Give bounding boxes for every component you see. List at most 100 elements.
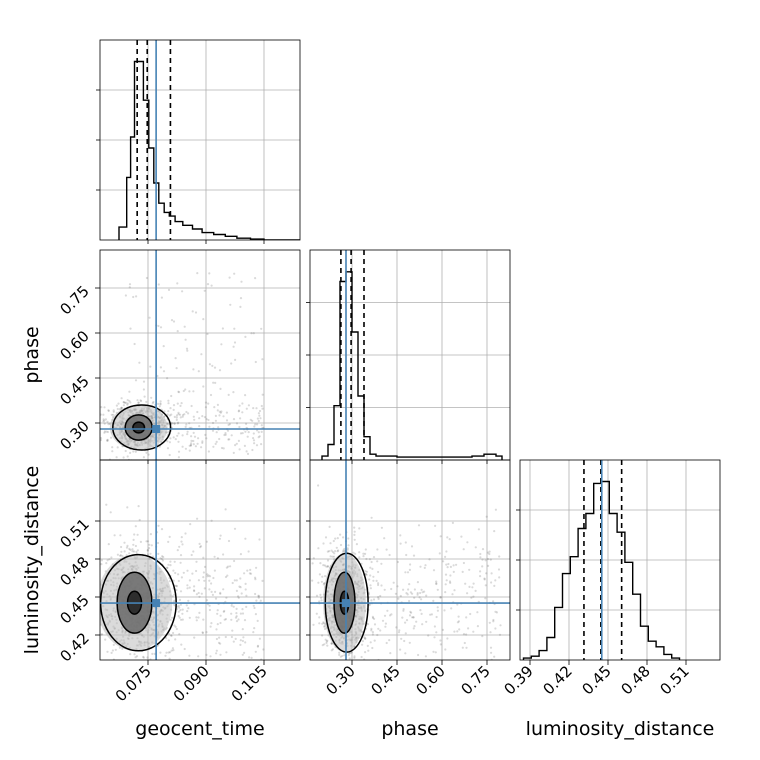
scatter-geocent-time-vs-luminosity-distance-point [179,609,182,612]
scatter-phase-vs-luminosity-distance-point [330,549,333,552]
scatter-geocent-time-vs-luminosity-distance-point [205,599,209,602]
scatter-geocent-time-vs-luminosity-distance-point [215,668,217,670]
scatter-phase-vs-luminosity-distance-point [342,549,345,552]
scatter-geocent-time-vs-phase-point [134,450,137,453]
scatter-phase-vs-luminosity-distance-point [365,557,368,561]
scatter-geocent-time-vs-luminosity-distance-point [174,638,177,641]
scatter-geocent-time-vs-luminosity-distance-point [96,573,98,575]
scatter-phase-vs-luminosity-distance-point [476,611,479,614]
scatter-phase-vs-luminosity-distance-point [408,583,411,586]
scatter-phase-vs-luminosity-distance-point [326,565,329,568]
scatter-phase-vs-luminosity-distance-point [371,631,374,634]
scatter-phase-vs-luminosity-distance-point [420,612,423,616]
scatter-geocent-time-vs-phase-point [204,401,208,404]
scatter-phase-vs-luminosity-distance-point [332,555,336,558]
scatter-geocent-time-vs-phase-point [214,419,217,422]
scatter-phase-vs-luminosity-distance-point [395,626,398,629]
scatter-geocent-time-vs-phase-point [230,434,233,437]
scatter-geocent-time-vs-phase-point [202,318,205,321]
scatter-geocent-time-vs-phase-point [97,431,99,433]
scatter-phase-vs-luminosity-distance-point [364,651,367,654]
scatter-phase-vs-luminosity-distance-point [476,625,479,628]
scatter-geocent-time-vs-luminosity-distance-point [254,650,257,653]
scatter-geocent-time-vs-phase-point [230,466,232,468]
scatter-geocent-time-vs-luminosity-distance-point [244,588,247,591]
scatter-geocent-time-vs-phase-point [177,421,180,424]
scatter-geocent-time-vs-phase-point [166,447,170,450]
scatter-geocent-time-vs-phase-point [168,453,171,457]
scatter-phase-vs-luminosity-distance-point [354,552,357,556]
scatter-geocent-time-vs-phase-point [200,446,203,449]
scatter-geocent-time-vs-luminosity-distance-point [146,553,149,556]
scatter-geocent-time-vs-phase-point [193,418,196,421]
scatter-phase-vs-luminosity-distance-point [326,644,329,647]
scatter-phase-vs-luminosity-distance-point [365,573,368,576]
scatter-geocent-time-vs-luminosity-distance-point [243,619,247,622]
scatter-geocent-time-vs-phase-point [96,415,98,417]
scatter-geocent-time-vs-luminosity-distance-point [239,643,242,647]
scatter-phase-vs-luminosity-distance-point [411,616,414,619]
scatter-phase-vs-luminosity-distance-point [404,571,407,574]
scatter-geocent-time-vs-luminosity-distance-point [255,566,258,569]
scatter-phase-vs-luminosity-distance-point [322,583,325,586]
scatter-geocent-time-vs-luminosity-distance-point [193,589,196,593]
scatter-geocent-time-vs-phase-point [244,335,247,338]
scatter-phase-vs-luminosity-distance-point [423,590,426,593]
scatter-phase-vs-luminosity-distance-point [341,654,344,658]
scatter-phase-vs-luminosity-distance-point [429,613,432,616]
scatter-phase-vs-luminosity-distance-point [439,595,442,599]
scatter-phase-vs-luminosity-distance-point [360,655,363,659]
scatter-geocent-time-vs-phase-point [187,412,190,415]
scatter-geocent-time-vs-luminosity-distance-point [248,656,251,659]
scatter-phase-vs-luminosity-distance-point [415,620,418,623]
scatter-geocent-time-vs-luminosity-distance-point [167,563,170,566]
scatter-geocent-time-vs-phase-point [133,342,136,346]
scatter-geocent-time-vs-phase-point [227,438,230,441]
scatter-geocent-time-vs-luminosity-distance-point [237,595,240,598]
scatter-phase-vs-luminosity-distance-point [321,622,324,625]
scatter-phase-vs-luminosity-distance-point [377,570,380,574]
scatter-phase-vs-luminosity-distance-point [465,633,468,636]
scatter-phase-vs-luminosity-distance-point [339,655,342,658]
scatter-phase-vs-luminosity-distance-point [394,592,397,595]
scatter-geocent-time-vs-phase-point [207,450,210,453]
scatter-phase-vs-luminosity-distance-point [347,544,350,547]
scatter-geocent-time-vs-phase-point [185,347,189,350]
scatter-phase-vs-luminosity-distance-point [462,548,465,551]
scatter-geocent-time-vs-luminosity-distance-point [219,642,222,645]
scatter-phase-vs-luminosity-distance-point [490,581,493,584]
scatter-phase-vs-luminosity-distance-point [322,621,325,624]
scatter-geocent-time-vs-luminosity-distance-point [222,588,225,591]
scatter-geocent-time-vs-phase-point [192,415,195,418]
scatter-geocent-time-vs-luminosity-distance-point [160,557,163,561]
scatter-phase-vs-luminosity-distance-point [408,614,412,617]
scatter-geocent-time-vs-luminosity-distance-point [233,527,237,530]
scatter-phase-vs-luminosity-distance-point [323,669,325,671]
scatter-geocent-time-vs-phase-point [220,343,223,346]
scatter-phase-vs-luminosity-distance-point [370,560,373,564]
scatter-phase-vs-luminosity-distance-point [383,588,386,591]
scatter-phase-vs-luminosity-distance-point [375,579,378,583]
scatter-geocent-time-vs-phase-point [243,444,246,447]
scatter-geocent-time-vs-phase-point [79,409,81,411]
scatter-geocent-time-vs-phase-point [110,413,113,416]
scatter-geocent-time-vs-luminosity-distance-point [172,600,175,603]
scatter-phase-vs-luminosity-distance-point [323,643,326,646]
scatter-geocent-time-vs-phase-point [252,332,255,335]
scatter-geocent-time-vs-luminosity-distance-point [129,653,132,656]
scatter-phase-vs-luminosity-distance-point [498,576,501,579]
scatter-geocent-time-vs-phase-point [226,429,230,432]
scatter-geocent-time-vs-luminosity-distance-point [175,588,178,592]
scatter-geocent-time-vs-phase-point [211,429,215,432]
scatter-phase-vs-luminosity-distance-point [336,537,339,540]
scatter-phase-vs-luminosity-distance-point [383,537,386,540]
scatter-geocent-time-vs-luminosity-distance-point [241,612,245,615]
scatter-geocent-time-vs-phase-point [172,436,175,439]
scatter-geocent-time-vs-luminosity-distance-point [96,606,98,608]
scatter-geocent-time-vs-luminosity-distance-point [202,571,205,574]
scatter-phase-vs-luminosity-distance-point [329,555,332,558]
scatter-geocent-time-vs-luminosity-distance-point [230,604,233,607]
scatter-geocent-time-vs-phase-point [232,418,236,421]
scatter-geocent-time-vs-phase-point [194,445,197,448]
scatter-phase-vs-luminosity-distance-point [445,550,448,553]
